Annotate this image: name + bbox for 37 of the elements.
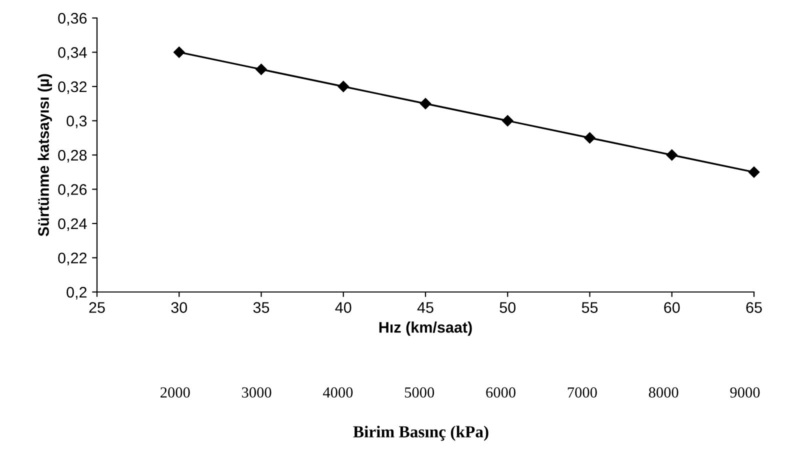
x-tick-label: 65 [746,302,762,313]
y-tick-label: 0,36 [58,12,87,26]
x2-tick-label: 4000 [322,387,353,398]
x2-tick-label: 9000 [730,387,760,398]
x-tick-label: 30 [171,302,188,313]
y-tick-label: 0,34 [58,47,87,60]
y-tick-label: 0,2 [66,286,87,300]
x-axis-title: Hız (km/saat) [379,322,472,336]
x2-tick-label: 5000 [404,387,434,398]
x2-tick-label: 8000 [648,387,678,398]
y-tick-label: 0,24 [58,218,87,231]
y-tick-label: 0,26 [58,184,87,197]
y-axis-title: Sürtünme katsayısı (µ) [38,74,52,236]
y-tick-label: 0,22 [58,252,87,266]
x2-tick-label: 2000 [160,387,190,398]
point [420,98,432,110]
x-tick-label: 45 [417,302,434,313]
point [502,115,514,126]
point [584,132,596,144]
point [666,149,678,161]
x-tick-label: 40 [335,302,352,313]
y-tick-label: 0,32 [58,81,87,94]
point [174,46,185,58]
x2-tick-label: 3000 [242,387,272,398]
x2-tick-label: 6000 [486,387,516,398]
point [748,166,760,178]
y-tick-label: 0,3 [66,116,87,128]
x2-tick-label: 7000 [568,387,597,398]
x2-axis-title: Birim Basınç (kPa) [353,426,488,441]
x-tick-label: 25 [89,302,105,313]
x-tick-label: 55 [582,302,598,313]
x-tick-label: 50 [500,302,516,313]
point [338,80,349,92]
x-tick-label: 35 [253,302,270,313]
y-tick-label: 0,28 [58,150,87,162]
x-tick-label: 60 [664,302,680,313]
point [256,64,267,75]
